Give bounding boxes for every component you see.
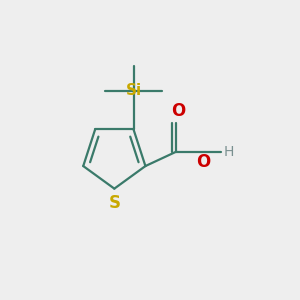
Text: H: H [224, 145, 234, 159]
Text: S: S [108, 194, 120, 212]
Text: O: O [171, 102, 185, 120]
Text: Si: Si [125, 83, 142, 98]
Text: O: O [196, 153, 210, 171]
